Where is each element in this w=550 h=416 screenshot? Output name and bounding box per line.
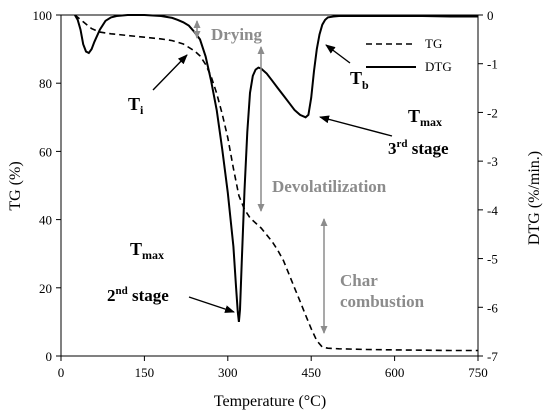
x-tick-label: 0 xyxy=(58,365,65,380)
char-label-line1: Char xyxy=(340,271,378,290)
right-y-tick-label: -2 xyxy=(487,105,498,120)
right-y-tick-label: -7 xyxy=(487,349,498,364)
x-axis-title: Temperature (°C) xyxy=(214,393,326,410)
right-y-axis-ticks: 0 -1 -2 -3 -4 -5 -6 -7 xyxy=(478,8,498,364)
x-tick-label: 450 xyxy=(301,365,321,380)
right-y-tick-label: -5 xyxy=(487,252,498,267)
left-y-tick-label: 40 xyxy=(39,213,52,228)
x-tick-label: 150 xyxy=(135,365,155,380)
stage3-label: 3rd stage xyxy=(388,138,449,158)
right-y-tick-label: 0 xyxy=(487,8,494,23)
tb-label: Tb xyxy=(350,68,369,92)
left-y-tick-label: 60 xyxy=(39,144,52,159)
tmax2-label: Tmax xyxy=(130,239,164,262)
right-y-axis-title: DTG (%/min.) xyxy=(526,151,543,245)
x-axis-ticks: 0 150 300 450 600 750 xyxy=(58,356,488,380)
devolatilization-label: Devolatilization xyxy=(272,177,387,196)
right-y-tick-label: -4 xyxy=(487,203,498,218)
tmax3-arrow xyxy=(319,115,393,137)
ti-label: Ti xyxy=(128,94,144,117)
char-label-line2: combustion xyxy=(340,292,425,311)
series-line-dtg xyxy=(74,14,478,323)
plot-area xyxy=(60,14,479,357)
x-tick-label: 750 xyxy=(468,365,488,380)
drying-label: Drying xyxy=(211,25,263,44)
left-y-axis-ticks: 0 20 40 60 80 100 xyxy=(33,8,61,364)
x-tick-label: 600 xyxy=(385,365,405,380)
left-y-tick-label: 20 xyxy=(39,281,52,296)
legend-label-tg: TG xyxy=(425,36,442,51)
legend: TG DTG xyxy=(366,36,452,74)
tmax3-label: Tmax xyxy=(408,106,442,129)
ti-arrow xyxy=(152,54,188,91)
legend-label-dtg: DTG xyxy=(425,59,452,74)
right-y-tick-label: -6 xyxy=(487,300,498,315)
left-y-tick-label: 100 xyxy=(33,8,53,23)
left-y-tick-label: 80 xyxy=(39,76,52,91)
left-y-tick-label: 0 xyxy=(46,349,53,364)
left-y-axis-title: TG (%) xyxy=(7,161,24,210)
x-tick-label: 300 xyxy=(218,365,238,380)
right-y-tick-label: -3 xyxy=(487,154,498,169)
tmax2-arrow xyxy=(188,296,235,313)
tb-arrow xyxy=(325,44,351,64)
stage2-label: 2nd stage xyxy=(107,285,169,305)
right-y-tick-label: -1 xyxy=(487,57,498,72)
